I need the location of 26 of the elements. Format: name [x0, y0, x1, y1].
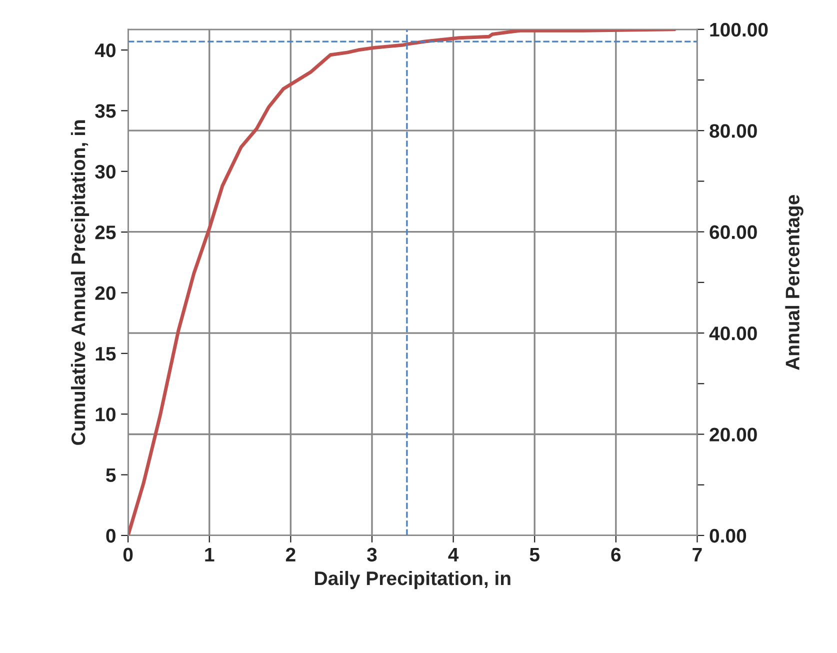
y-axis-title: Cumulative Annual Precipitation, in [70, 120, 90, 445]
y2-tick-label: 60.00 [710, 225, 757, 240]
x-tick-label: 3 [367, 548, 377, 562]
x-tick-label: 0 [123, 548, 133, 562]
y2-axis-title: Annual Percentage [785, 195, 804, 370]
y-tick-label: 10 [96, 408, 116, 422]
x-tick-label: 2 [286, 548, 296, 562]
y-tick-label: 20 [95, 286, 116, 300]
x-tick-label: 6 [611, 548, 621, 562]
y-tick-label: 15 [96, 347, 116, 361]
x-tick-label: 7 [692, 548, 702, 562]
y-tick-label: 35 [95, 104, 116, 118]
x-tick-label: 4 [448, 548, 459, 562]
y-tick-label: 25 [95, 226, 116, 240]
y-tick-label: 0 [106, 528, 116, 543]
y2-tick-label: 80.00 [710, 124, 757, 138]
x-tick-label: 5 [530, 548, 540, 562]
y2-tick-label: 0.00 [710, 528, 746, 543]
y-tick-label: 30 [95, 164, 116, 179]
y-tick-label: 5 [106, 468, 116, 482]
x-tick-label: 1 [205, 548, 214, 562]
y-tick-label: 40 [94, 43, 116, 58]
x-axis-title: Daily Precipitation, in [315, 570, 510, 590]
y2-tick-label: 20.00 [710, 428, 757, 442]
y2-tick-label: 100.00 [710, 22, 768, 37]
y2-tick-label: 40.00 [709, 326, 757, 340]
